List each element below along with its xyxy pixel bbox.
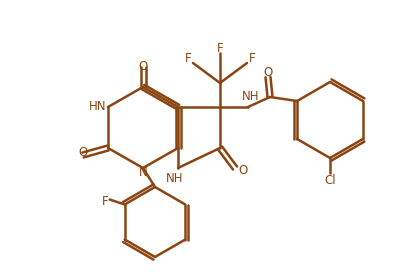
Text: F: F xyxy=(217,42,223,55)
Text: O: O xyxy=(263,65,273,78)
Text: NH: NH xyxy=(242,91,260,104)
Text: O: O xyxy=(139,60,148,73)
Text: F: F xyxy=(185,52,191,65)
Text: O: O xyxy=(239,165,247,178)
Text: Cl: Cl xyxy=(324,173,336,186)
Text: N: N xyxy=(139,166,147,179)
Text: F: F xyxy=(101,195,108,208)
Text: NH: NH xyxy=(166,171,184,184)
Text: O: O xyxy=(79,145,87,158)
Text: HN: HN xyxy=(89,101,107,114)
Text: F: F xyxy=(249,52,255,65)
